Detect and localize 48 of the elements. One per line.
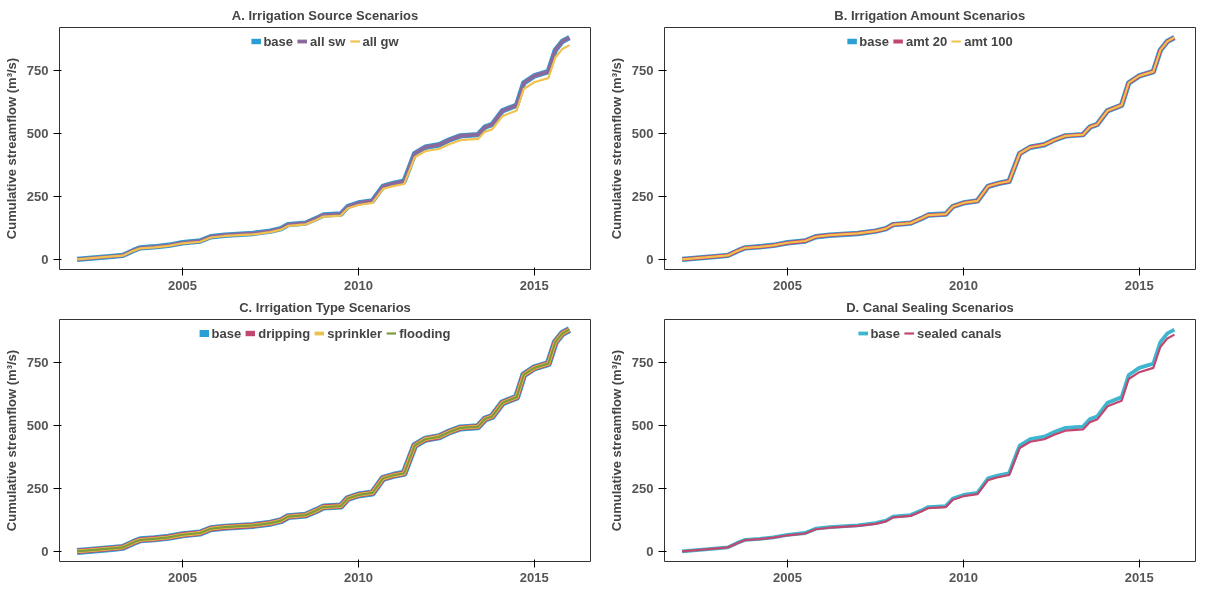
y-tick-label: 500 — [631, 417, 654, 433]
y-axis-title: Cumulative streamflow (m³/s) — [3, 349, 19, 532]
x-tick-label: 2005 — [168, 569, 198, 585]
y-tick-label: 750 — [631, 354, 654, 370]
y-tick-label: 500 — [26, 417, 49, 433]
x-tick-label: 2010 — [948, 569, 978, 585]
y-tick-label: 500 — [26, 125, 49, 141]
chart-title: A. Irrigation Source Scenarios — [231, 7, 419, 23]
legend-label: dripping — [258, 325, 311, 341]
x-tick-label: 2005 — [168, 277, 198, 293]
y-tick-label: 250 — [631, 188, 654, 204]
legend-label: sealed canals — [917, 325, 1002, 341]
y-tick-label: 750 — [26, 62, 49, 78]
y-tick-label: 750 — [26, 354, 49, 370]
x-tick-label: 2015 — [1124, 569, 1154, 585]
y-tick-label: 0 — [41, 543, 49, 559]
x-tick-label: 2005 — [773, 277, 803, 293]
legend-label: amt 100 — [964, 33, 1013, 49]
legend-label: flooding — [399, 325, 451, 341]
x-tick-label: 2015 — [519, 569, 549, 585]
y-tick-label: 0 — [646, 543, 654, 559]
legend-label: base — [263, 33, 294, 49]
x-tick-label: 2010 — [343, 569, 373, 585]
legend-label: base — [211, 325, 242, 341]
y-tick-label: 0 — [41, 251, 49, 267]
legend-label: base — [870, 325, 901, 341]
x-tick-label: 2010 — [343, 277, 373, 293]
chart-title: B. Irrigation Amount Scenarios — [834, 7, 1026, 23]
y-axis-title: Cumulative streamflow (m³/s) — [608, 57, 624, 240]
y-tick-label: 250 — [26, 188, 49, 204]
y-tick-label: 0 — [646, 251, 654, 267]
chart-title: D. Canal Sealing Scenarios — [846, 299, 1014, 315]
y-axis-title: Cumulative streamflow (m³/s) — [608, 349, 624, 532]
chart-title: C. Irrigation Type Scenarios — [239, 299, 411, 315]
y-tick-label: 750 — [631, 62, 654, 78]
x-tick-label: 2015 — [519, 277, 549, 293]
x-tick-label: 2015 — [1124, 277, 1154, 293]
y-axis-title: Cumulative streamflow (m³/s) — [3, 57, 19, 240]
y-tick-label: 250 — [26, 480, 49, 496]
y-tick-label: 500 — [631, 125, 654, 141]
legend-label: all gw — [362, 33, 399, 49]
legend-label: sprinkler — [327, 325, 383, 341]
legend-label: all sw — [310, 33, 346, 49]
x-tick-label: 2010 — [948, 277, 978, 293]
y-tick-label: 250 — [631, 480, 654, 496]
legend-label: amt 20 — [906, 33, 948, 49]
legend-label: base — [859, 33, 890, 49]
x-tick-label: 2005 — [773, 569, 803, 585]
